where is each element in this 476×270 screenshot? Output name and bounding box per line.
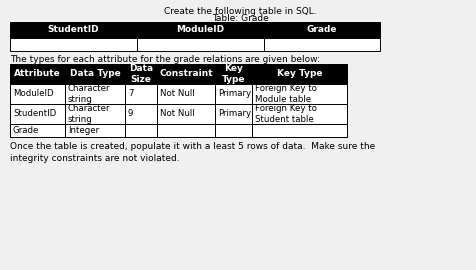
Text: Not Null: Not Null xyxy=(159,110,194,119)
Bar xyxy=(251,124,346,137)
Bar xyxy=(251,104,346,124)
Text: Create the following table in SQL.: Create the following table in SQL. xyxy=(163,7,316,16)
Bar xyxy=(65,124,125,137)
Text: StudentID: StudentID xyxy=(13,110,56,119)
Bar xyxy=(251,64,346,84)
Bar xyxy=(125,84,157,104)
Bar xyxy=(263,38,379,51)
Text: Attribute: Attribute xyxy=(14,69,61,79)
Bar xyxy=(65,84,125,104)
Bar xyxy=(157,84,215,104)
Bar xyxy=(215,124,251,137)
Bar xyxy=(215,84,251,104)
Text: Once the table is created, populate it with a least 5 rows of data.  Make sure t: Once the table is created, populate it w… xyxy=(10,142,375,163)
Text: 9: 9 xyxy=(128,110,133,119)
Bar xyxy=(10,38,137,51)
Text: Constraint: Constraint xyxy=(159,69,212,79)
Bar xyxy=(157,104,215,124)
Text: Table: Grade: Table: Grade xyxy=(211,14,268,23)
Text: Data
Size: Data Size xyxy=(129,64,153,84)
Bar xyxy=(125,124,157,137)
Text: Character
string: Character string xyxy=(68,84,110,104)
Text: Data Type: Data Type xyxy=(69,69,120,79)
Bar xyxy=(10,104,65,124)
Text: Primary: Primary xyxy=(218,110,250,119)
Bar xyxy=(125,64,157,84)
Text: Key
Type: Key Type xyxy=(221,64,245,84)
Text: The types for each attribute for the grade relations are given below:: The types for each attribute for the gra… xyxy=(10,55,319,64)
Text: Character
string: Character string xyxy=(68,104,110,124)
Text: ModuleID: ModuleID xyxy=(13,89,53,99)
Bar xyxy=(215,104,251,124)
Text: Key Type: Key Type xyxy=(276,69,322,79)
Text: Grade: Grade xyxy=(13,126,40,135)
Bar xyxy=(137,38,263,51)
Bar xyxy=(65,64,125,84)
Bar xyxy=(10,84,65,104)
Bar xyxy=(10,64,65,84)
Text: Primary: Primary xyxy=(218,89,250,99)
Text: StudentID: StudentID xyxy=(48,25,99,35)
Text: 7: 7 xyxy=(128,89,133,99)
Bar xyxy=(215,64,251,84)
Bar xyxy=(263,22,379,38)
Text: Not Null: Not Null xyxy=(159,89,194,99)
Bar xyxy=(137,22,263,38)
Text: ModuleID: ModuleID xyxy=(176,25,224,35)
Text: Foreign Key to
Student table: Foreign Key to Student table xyxy=(255,104,316,124)
Bar xyxy=(65,104,125,124)
Bar xyxy=(10,124,65,137)
Bar xyxy=(251,84,346,104)
Text: Foreign Key to
Module table: Foreign Key to Module table xyxy=(255,84,316,104)
Text: Grade: Grade xyxy=(306,25,337,35)
Bar xyxy=(125,104,157,124)
Bar xyxy=(157,64,215,84)
Bar xyxy=(10,22,137,38)
Bar xyxy=(157,124,215,137)
Text: Integer: Integer xyxy=(68,126,99,135)
